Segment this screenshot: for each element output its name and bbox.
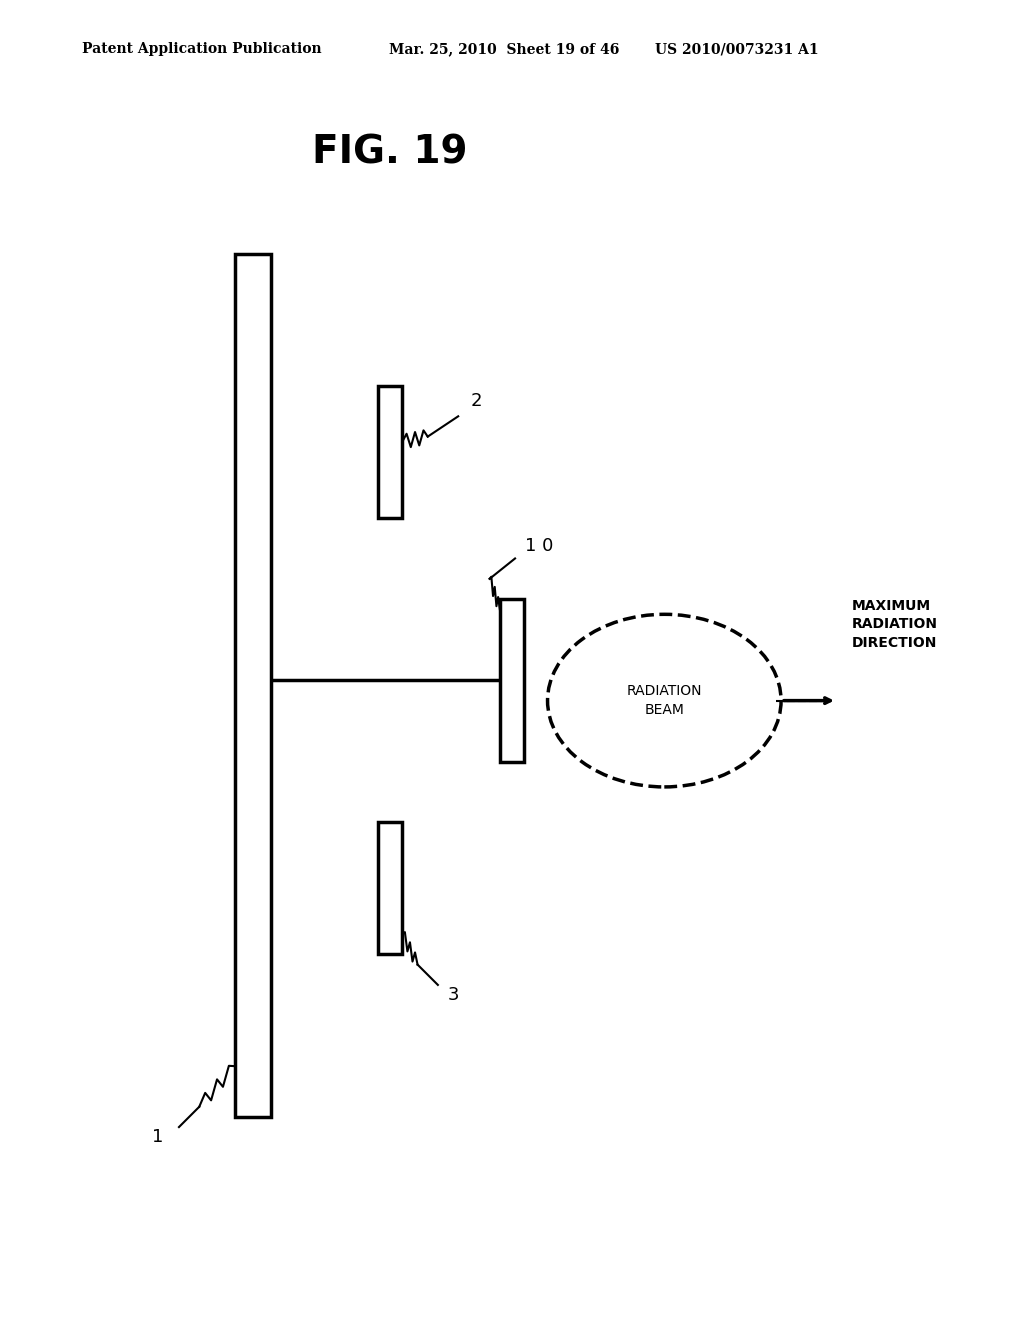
Text: 2: 2 (470, 392, 482, 411)
Text: MAXIMUM
RADIATION
DIRECTION: MAXIMUM RADIATION DIRECTION (852, 599, 938, 649)
Bar (378, 822, 402, 954)
Text: Mar. 25, 2010  Sheet 19 of 46: Mar. 25, 2010 Sheet 19 of 46 (389, 42, 620, 57)
Ellipse shape (548, 614, 781, 787)
Bar (500, 599, 524, 762)
Text: 3: 3 (449, 986, 460, 1005)
Text: FIG. 19: FIG. 19 (312, 133, 468, 172)
Text: US 2010/0073231 A1: US 2010/0073231 A1 (655, 42, 819, 57)
Text: 1: 1 (153, 1129, 164, 1146)
Text: Patent Application Publication: Patent Application Publication (82, 42, 322, 57)
Text: 1 0: 1 0 (525, 537, 554, 556)
Bar (234, 253, 271, 1117)
Text: RADIATION
BEAM: RADIATION BEAM (627, 684, 702, 717)
Bar (378, 385, 402, 517)
